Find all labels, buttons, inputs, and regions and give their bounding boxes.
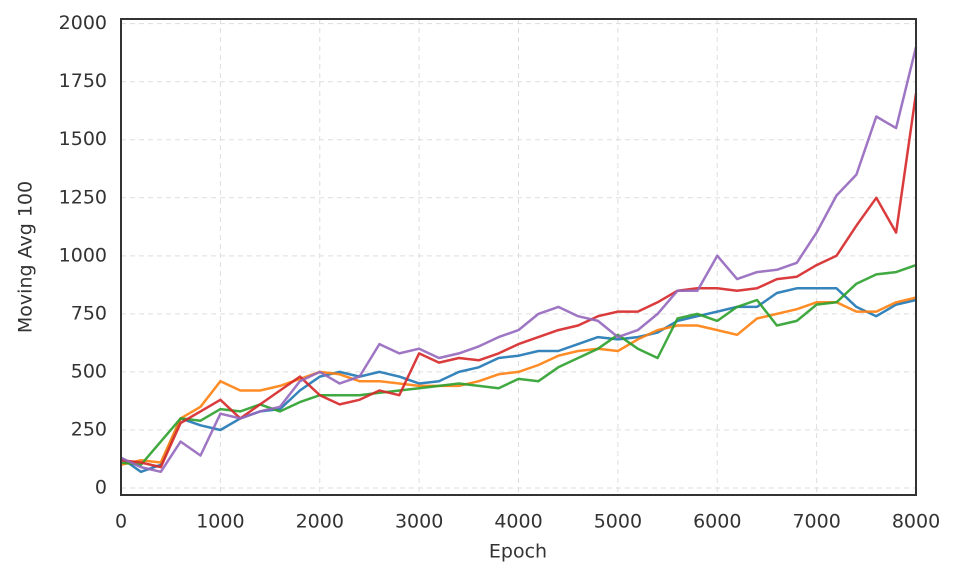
plot-frame [120, 18, 917, 496]
y-tick-label: 1500 [59, 128, 107, 150]
y-tick-label: 2000 [59, 12, 107, 34]
x-tick-label: 5000 [594, 511, 642, 533]
series-line [120, 263, 917, 467]
x-tick-label: 0 [115, 511, 127, 533]
x-tick-label: 4000 [494, 511, 542, 533]
y-tick-label: 1000 [59, 244, 107, 266]
x-axis-label: Epoch [489, 541, 547, 563]
y-tick-label: 500 [71, 360, 107, 382]
y-axis-label: Moving Avg 100 [15, 181, 37, 333]
y-tick-label: 1250 [59, 186, 107, 208]
x-tick-label: 7000 [792, 511, 840, 533]
y-tick-label: 750 [71, 302, 107, 324]
x-tick-label: 3000 [395, 511, 443, 533]
x-tick-label: 8000 [892, 511, 940, 533]
y-tick-label: 1750 [59, 70, 107, 92]
series-line [120, 296, 917, 467]
series-line [120, 46, 918, 474]
y-tick-label: 0 [95, 477, 107, 499]
y-tick-label: 250 [71, 418, 107, 440]
x-tick-label: 2000 [296, 511, 344, 533]
x-tick-label: 6000 [693, 511, 741, 533]
series-line [120, 93, 918, 469]
x-tick-label: 1000 [196, 511, 244, 533]
